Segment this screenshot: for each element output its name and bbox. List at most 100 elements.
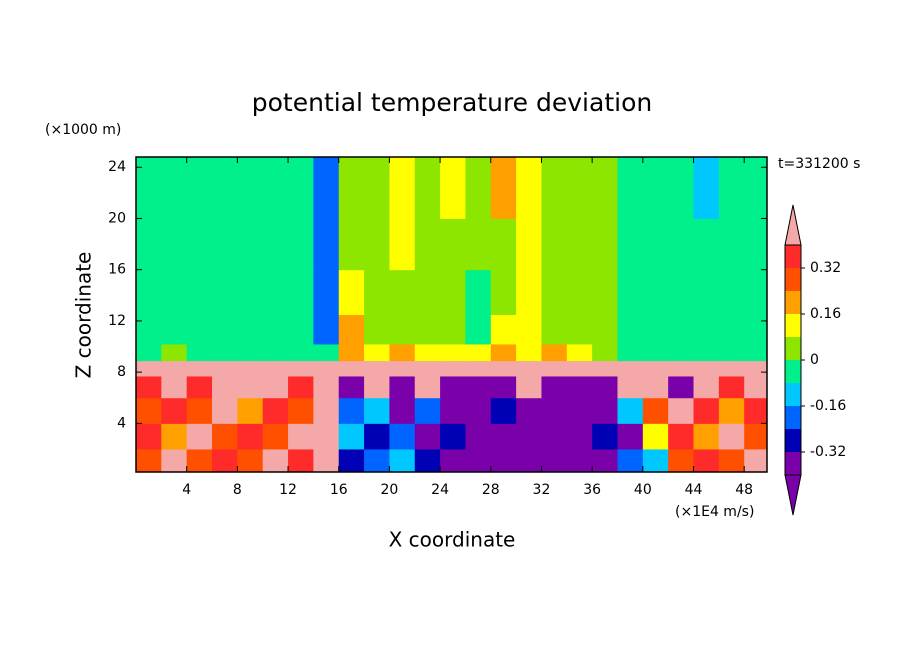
field-cell <box>186 343 213 362</box>
field-cell <box>161 397 188 424</box>
field-cell <box>592 157 618 219</box>
field-cell <box>668 269 695 315</box>
field-cell <box>592 343 618 362</box>
y-unit: (×1000 m) <box>45 122 121 138</box>
x-axis-label: X coordinate <box>389 528 516 552</box>
y-tick-label: 16 <box>108 262 126 278</box>
field-cell <box>161 448 188 473</box>
field-cell <box>516 360 542 377</box>
field-cell <box>414 448 441 473</box>
field-cell <box>744 423 768 450</box>
field-cell <box>338 448 365 473</box>
field-cell <box>313 218 340 271</box>
field-cell <box>642 157 669 219</box>
field-cell <box>693 397 720 424</box>
field-cell <box>389 360 416 377</box>
field-cell <box>668 343 695 362</box>
field-cell <box>212 269 238 315</box>
field-cell <box>414 397 441 424</box>
colorbar-segment <box>785 360 801 383</box>
field-cell <box>136 314 162 345</box>
field-cell <box>237 343 264 362</box>
field-cell <box>693 314 720 345</box>
field-cell <box>541 269 568 315</box>
field-cell <box>161 157 188 219</box>
field-cell <box>364 448 390 473</box>
field-cell <box>186 448 213 473</box>
field-cell <box>668 218 695 271</box>
field-cell <box>313 375 340 399</box>
field-cell <box>212 218 238 271</box>
colorbar-segment <box>785 245 801 268</box>
x-tick-label: 28 <box>482 482 500 498</box>
field-cell <box>516 157 542 219</box>
field-cell <box>338 360 365 377</box>
plot-frame <box>135 156 768 473</box>
field-cell <box>566 360 593 377</box>
colorbar-segment <box>785 291 801 314</box>
field-cell <box>718 269 745 315</box>
field-cell <box>516 314 542 345</box>
field-cell <box>465 397 492 424</box>
y-tick-label: 8 <box>117 364 126 380</box>
chart-title: potential temperature deviation <box>252 88 652 117</box>
field-cell <box>668 423 695 450</box>
field-cell <box>617 343 644 362</box>
x-tick-label: 40 <box>634 482 652 498</box>
field-cell <box>389 397 416 424</box>
field-cell <box>186 314 213 345</box>
field-cell <box>389 218 416 271</box>
field-cell <box>668 360 695 377</box>
field-cell <box>313 448 340 473</box>
field-cell <box>592 218 618 271</box>
field-cell <box>718 314 745 345</box>
field-cell <box>186 218 213 271</box>
field-cell <box>288 360 314 377</box>
field-cell <box>744 397 768 424</box>
field-cell <box>262 423 289 450</box>
field-cell <box>465 157 492 219</box>
field-cell <box>389 343 416 362</box>
field-cell <box>161 269 188 315</box>
field-cell <box>465 269 492 315</box>
field-cell <box>592 448 618 473</box>
field-cell <box>389 314 416 345</box>
field-cell <box>490 314 517 345</box>
field-cell <box>364 397 390 424</box>
field-cell <box>414 314 441 345</box>
field-cell <box>541 218 568 271</box>
field-cell <box>490 269 517 315</box>
field-cell <box>212 423 238 450</box>
field-cell <box>237 314 264 345</box>
field-cell <box>288 375 314 399</box>
field-cell <box>490 360 517 377</box>
field-cell <box>338 269 365 315</box>
field-cell <box>465 423 492 450</box>
field-cell <box>237 448 264 473</box>
field-cell <box>693 423 720 450</box>
field-cell <box>617 314 644 345</box>
field-cell <box>592 269 618 315</box>
field-cell <box>440 343 466 362</box>
field-cell <box>186 360 213 377</box>
y-tick-label: 4 <box>117 415 126 431</box>
colorbar-tick-label: -0.32 <box>810 444 846 460</box>
field-cell <box>516 343 542 362</box>
y-tick-label: 20 <box>108 210 126 226</box>
field-cell <box>490 397 517 424</box>
field-cell <box>642 397 669 424</box>
field-cell <box>262 343 289 362</box>
field-cell <box>338 423 365 450</box>
field-cell <box>389 375 416 399</box>
field-cell <box>338 218 365 271</box>
field-cell <box>414 343 441 362</box>
field-cell <box>186 375 213 399</box>
x-unit: (×1E4 m/s) <box>675 504 754 520</box>
field-cell <box>592 397 618 424</box>
field-cell <box>516 269 542 315</box>
field-cell <box>161 314 188 345</box>
field-cell <box>693 157 720 219</box>
field-cell <box>642 375 669 399</box>
field-cell <box>364 314 390 345</box>
